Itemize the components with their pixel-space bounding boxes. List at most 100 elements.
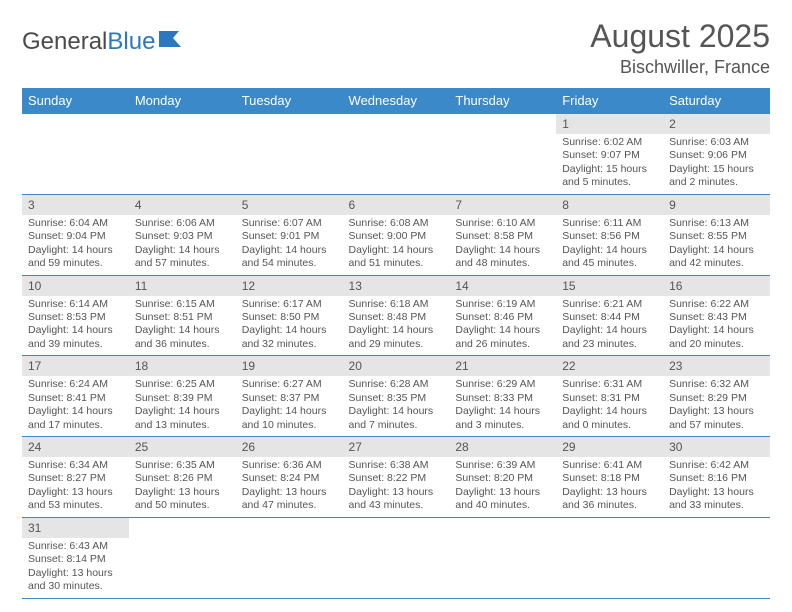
weekday-header: Friday [556, 88, 663, 114]
daylight-text: Daylight: 14 hours and 23 minutes. [562, 324, 657, 351]
weekday-header: Saturday [663, 88, 770, 114]
daylight-text: Daylight: 14 hours and 57 minutes. [135, 244, 230, 271]
day-content: Sunrise: 6:35 AMSunset: 8:26 PMDaylight:… [129, 457, 236, 517]
day-content: Sunrise: 6:07 AMSunset: 9:01 PMDaylight:… [236, 215, 343, 275]
calendar-cell: 17Sunrise: 6:24 AMSunset: 8:41 PMDayligh… [22, 356, 129, 437]
sunrise-text: Sunrise: 6:39 AM [455, 459, 550, 472]
calendar-cell: 12Sunrise: 6:17 AMSunset: 8:50 PMDayligh… [236, 275, 343, 356]
daylight-text: Daylight: 14 hours and 45 minutes. [562, 244, 657, 271]
sunrise-text: Sunrise: 6:35 AM [135, 459, 230, 472]
weekday-header: Wednesday [343, 88, 450, 114]
sunset-text: Sunset: 8:22 PM [349, 472, 444, 485]
daylight-text: Daylight: 13 hours and 50 minutes. [135, 486, 230, 513]
sunrise-text: Sunrise: 6:34 AM [28, 459, 123, 472]
sunset-text: Sunset: 8:37 PM [242, 392, 337, 405]
sunrise-text: Sunrise: 6:32 AM [669, 378, 764, 391]
day-number: 6 [343, 195, 450, 215]
calendar-cell: 23Sunrise: 6:32 AMSunset: 8:29 PMDayligh… [663, 356, 770, 437]
day-content: Sunrise: 6:15 AMSunset: 8:51 PMDaylight:… [129, 296, 236, 356]
calendar-cell: 15Sunrise: 6:21 AMSunset: 8:44 PMDayligh… [556, 275, 663, 356]
calendar-cell: 6Sunrise: 6:08 AMSunset: 9:00 PMDaylight… [343, 194, 450, 275]
daylight-text: Daylight: 13 hours and 47 minutes. [242, 486, 337, 513]
sunrise-text: Sunrise: 6:42 AM [669, 459, 764, 472]
day-content: Sunrise: 6:10 AMSunset: 8:58 PMDaylight:… [449, 215, 556, 275]
day-content: Sunrise: 6:41 AMSunset: 8:18 PMDaylight:… [556, 457, 663, 517]
calendar-cell: 26Sunrise: 6:36 AMSunset: 8:24 PMDayligh… [236, 437, 343, 518]
sunrise-text: Sunrise: 6:25 AM [135, 378, 230, 391]
daylight-text: Daylight: 14 hours and 39 minutes. [28, 324, 123, 351]
sunrise-text: Sunrise: 6:43 AM [28, 540, 123, 553]
day-content: Sunrise: 6:29 AMSunset: 8:33 PMDaylight:… [449, 376, 556, 436]
sunrise-text: Sunrise: 6:15 AM [135, 298, 230, 311]
logo-text-a: General [22, 28, 107, 56]
calendar-cell: 13Sunrise: 6:18 AMSunset: 8:48 PMDayligh… [343, 275, 450, 356]
day-number: 15 [556, 276, 663, 296]
sunrise-text: Sunrise: 6:22 AM [669, 298, 764, 311]
calendar-cell: 25Sunrise: 6:35 AMSunset: 8:26 PMDayligh… [129, 437, 236, 518]
sunset-text: Sunset: 8:24 PM [242, 472, 337, 485]
sunset-text: Sunset: 9:06 PM [669, 149, 764, 162]
daylight-text: Daylight: 14 hours and 36 minutes. [135, 324, 230, 351]
calendar-cell [556, 517, 663, 598]
sunset-text: Sunset: 8:58 PM [455, 230, 550, 243]
day-number: 20 [343, 356, 450, 376]
day-number: 22 [556, 356, 663, 376]
sunrise-text: Sunrise: 6:08 AM [349, 217, 444, 230]
day-number: 13 [343, 276, 450, 296]
sunrise-text: Sunrise: 6:29 AM [455, 378, 550, 391]
calendar-cell: 22Sunrise: 6:31 AMSunset: 8:31 PMDayligh… [556, 356, 663, 437]
daylight-text: Daylight: 13 hours and 40 minutes. [455, 486, 550, 513]
calendar-cell: 27Sunrise: 6:38 AMSunset: 8:22 PMDayligh… [343, 437, 450, 518]
daylight-text: Daylight: 13 hours and 57 minutes. [669, 405, 764, 432]
weekday-header: Thursday [449, 88, 556, 114]
sunrise-text: Sunrise: 6:07 AM [242, 217, 337, 230]
calendar-cell [129, 114, 236, 195]
sunrise-text: Sunrise: 6:21 AM [562, 298, 657, 311]
day-number: 29 [556, 437, 663, 457]
day-number: 4 [129, 195, 236, 215]
day-content: Sunrise: 6:13 AMSunset: 8:55 PMDaylight:… [663, 215, 770, 275]
calendar-cell: 14Sunrise: 6:19 AMSunset: 8:46 PMDayligh… [449, 275, 556, 356]
day-number: 17 [22, 356, 129, 376]
logo-text-b: Blue [107, 28, 155, 56]
calendar-cell [236, 114, 343, 195]
sunset-text: Sunset: 8:18 PM [562, 472, 657, 485]
daylight-text: Daylight: 14 hours and 26 minutes. [455, 324, 550, 351]
daylight-text: Daylight: 13 hours and 36 minutes. [562, 486, 657, 513]
calendar-cell: 10Sunrise: 6:14 AMSunset: 8:53 PMDayligh… [22, 275, 129, 356]
calendar-week: 24Sunrise: 6:34 AMSunset: 8:27 PMDayligh… [22, 437, 770, 518]
day-number: 24 [22, 437, 129, 457]
calendar-cell [449, 517, 556, 598]
daylight-text: Daylight: 14 hours and 7 minutes. [349, 405, 444, 432]
day-number: 8 [556, 195, 663, 215]
sunrise-text: Sunrise: 6:04 AM [28, 217, 123, 230]
day-number: 7 [449, 195, 556, 215]
sunset-text: Sunset: 8:31 PM [562, 392, 657, 405]
day-number: 11 [129, 276, 236, 296]
day-content: Sunrise: 6:04 AMSunset: 9:04 PMDaylight:… [22, 215, 129, 275]
calendar-cell: 4Sunrise: 6:06 AMSunset: 9:03 PMDaylight… [129, 194, 236, 275]
daylight-text: Daylight: 14 hours and 20 minutes. [669, 324, 764, 351]
sunrise-text: Sunrise: 6:31 AM [562, 378, 657, 391]
calendar-cell: 31Sunrise: 6:43 AMSunset: 8:14 PMDayligh… [22, 517, 129, 598]
day-content: Sunrise: 6:22 AMSunset: 8:43 PMDaylight:… [663, 296, 770, 356]
calendar-cell: 8Sunrise: 6:11 AMSunset: 8:56 PMDaylight… [556, 194, 663, 275]
day-content: Sunrise: 6:28 AMSunset: 8:35 PMDaylight:… [343, 376, 450, 436]
sunrise-text: Sunrise: 6:17 AM [242, 298, 337, 311]
calendar-cell: 16Sunrise: 6:22 AMSunset: 8:43 PMDayligh… [663, 275, 770, 356]
calendar-cell: 7Sunrise: 6:10 AMSunset: 8:58 PMDaylight… [449, 194, 556, 275]
sunset-text: Sunset: 8:16 PM [669, 472, 764, 485]
calendar-cell: 5Sunrise: 6:07 AMSunset: 9:01 PMDaylight… [236, 194, 343, 275]
title-block: August 2025 Bischwiller, France [590, 18, 770, 78]
day-content: Sunrise: 6:25 AMSunset: 8:39 PMDaylight:… [129, 376, 236, 436]
sunrise-text: Sunrise: 6:24 AM [28, 378, 123, 391]
sunset-text: Sunset: 8:33 PM [455, 392, 550, 405]
sunset-text: Sunset: 9:03 PM [135, 230, 230, 243]
calendar-cell: 9Sunrise: 6:13 AMSunset: 8:55 PMDaylight… [663, 194, 770, 275]
day-number: 3 [22, 195, 129, 215]
day-content: Sunrise: 6:42 AMSunset: 8:16 PMDaylight:… [663, 457, 770, 517]
day-content: Sunrise: 6:03 AMSunset: 9:06 PMDaylight:… [663, 134, 770, 194]
sunrise-text: Sunrise: 6:11 AM [562, 217, 657, 230]
daylight-text: Daylight: 14 hours and 17 minutes. [28, 405, 123, 432]
day-number: 31 [22, 518, 129, 538]
